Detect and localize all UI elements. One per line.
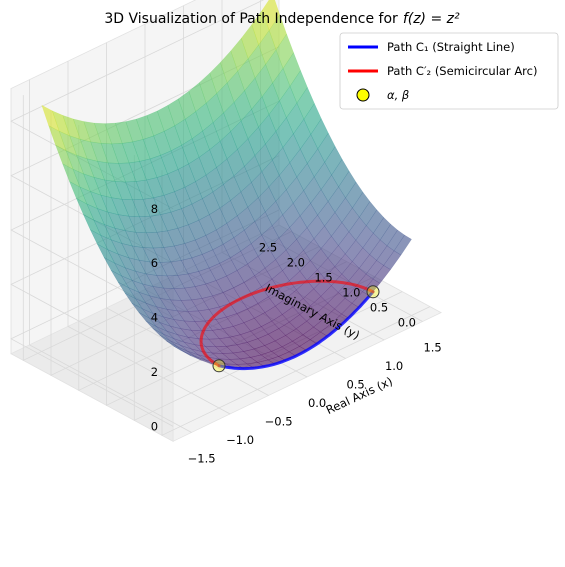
x-tick-label: 1.5 xyxy=(423,341,441,355)
surface-patch xyxy=(289,69,308,104)
surface-patch xyxy=(296,86,315,120)
path-c2-arc xyxy=(199,279,375,368)
surface-plot xyxy=(41,0,412,369)
y-tick-label: 1.0 xyxy=(342,286,360,300)
point-alpha xyxy=(212,359,226,373)
legend-frame xyxy=(339,32,559,110)
x-tick-label: 0.0 xyxy=(308,396,326,410)
gridline-x xyxy=(29,79,192,433)
point-beta xyxy=(366,285,380,299)
surface-patch xyxy=(282,52,301,87)
x-tick-label: −1.0 xyxy=(226,433,254,447)
legend: Path C₁ (Straight Line) Path C′₂ (Semici… xyxy=(339,32,559,110)
surface-patch xyxy=(393,234,412,256)
y-tick-label: 2.5 xyxy=(259,241,277,255)
legend-label-c2: Path C′₂ (Semicircular Arc) xyxy=(387,64,537,78)
legend-marker-points xyxy=(356,88,370,102)
y-tick-label: 0.0 xyxy=(398,316,416,330)
y-tick-label: 0.5 xyxy=(370,301,388,315)
x-tick-label: 1.0 xyxy=(385,359,403,373)
z-tick-label: 0 xyxy=(151,419,158,433)
y-tick-label: 1.5 xyxy=(314,271,332,285)
chart-title: 3D Visualization of Path Independence fo… xyxy=(104,11,460,27)
z-tick-label: 2 xyxy=(151,365,158,379)
axis-ticks: −1.5 −1.0 −0.5 0.0 0.5 1.0 1.5 0.0 0.5 1.0 1.5 2.0 2… xyxy=(151,202,442,466)
legend-label-points: α, β xyxy=(387,88,409,102)
path-curves xyxy=(199,279,380,373)
y-tick-label: 2.0 xyxy=(287,256,305,270)
z-tick-label: 8 xyxy=(151,202,158,216)
z-tick-label: 6 xyxy=(151,256,158,270)
surface-patch xyxy=(303,102,322,135)
z-tick-label: 4 xyxy=(151,311,158,325)
legend-label-c1: Path C₁ (Straight Line) xyxy=(387,40,515,54)
x-tick-label: −1.5 xyxy=(188,452,216,466)
path-c1-line xyxy=(217,290,375,371)
x-tick-label: −0.5 xyxy=(265,415,293,429)
x-tick-label: 0.5 xyxy=(346,378,364,392)
